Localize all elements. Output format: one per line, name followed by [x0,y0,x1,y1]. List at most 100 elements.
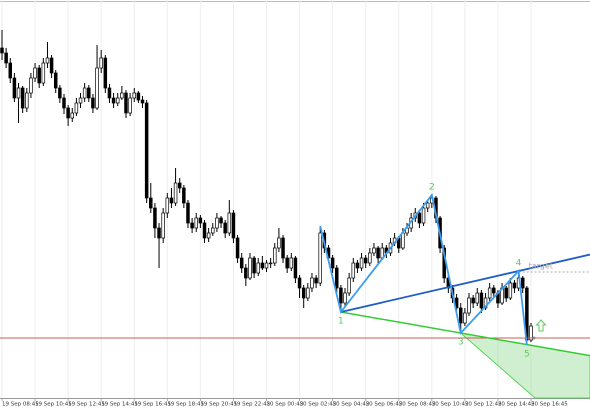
candle-body [479,292,484,309]
candle-body [256,262,260,274]
buy-arrow [535,319,547,332]
candle-body [66,107,70,119]
candle-body [53,72,58,89]
candle-body [20,87,25,109]
candle-body [45,57,50,64]
candle-body [335,267,339,289]
candle-body [417,212,422,224]
candle-body [273,247,277,264]
candle-body [182,187,186,204]
candle-body [520,277,525,289]
candle-body [351,262,356,279]
candle-body [463,312,467,324]
candle-body [297,277,302,289]
candle-body [347,277,351,294]
candle-body [8,62,13,79]
wave-point-label: 5 [524,350,530,360]
x-tick-label: 19 Sep 08:45 [2,402,39,408]
candle-body [363,257,368,264]
candle-body [268,262,273,265]
candle-body [33,67,37,79]
candle-body [194,217,198,229]
x-tick-label: 19 Sep 14:45 [101,402,138,408]
candle-body [289,257,294,269]
candle-body [277,237,281,249]
candle-body [111,97,116,104]
x-tick-label: 19 Sep 16:45 [134,402,171,408]
candle-body [87,87,91,99]
wave-point-label: 2 [429,183,435,193]
candle-body [215,217,219,229]
candle-body [301,287,306,299]
candle-body [140,99,145,104]
candle-body [157,227,161,239]
candle-body [343,292,347,304]
candle-body [314,277,318,284]
candle-body [103,57,108,89]
level-marker [532,336,536,340]
candle-body [211,227,215,234]
x-tick-label: 20 Sep 06:45 [366,402,403,408]
candle-body [231,212,236,239]
x-tick-label: 20 Sep 12:45 [465,402,502,408]
candle-body [425,202,430,209]
candle-body [78,97,83,104]
wave-point-label: 1 [338,317,344,327]
candle-body [16,87,21,99]
candle-body [41,62,46,84]
candle-body [173,182,178,204]
candle-body [169,197,174,204]
candle-body [107,87,112,99]
wave-point-label: 4 [516,259,522,269]
candle-body [487,287,492,299]
candle-body [293,257,298,279]
candle-body [198,217,203,224]
candle-body [0,47,4,54]
candle-body [115,97,120,104]
candle-body [74,102,79,114]
candle-body [355,262,360,269]
candle-body [58,87,62,99]
x-tick-label: 19 Sep 22:45 [233,402,270,408]
x-tick-label: 20 Sep 04:45 [333,402,370,408]
candle-body [483,297,488,309]
candle-body [512,282,517,289]
x-tick-label: 19 Sep 18:45 [167,402,204,408]
candle-body [471,297,475,304]
candle-body [401,232,405,249]
candle-body [49,57,54,74]
candle-body [264,262,269,269]
wave-overlay: target 1 2 3 4 5 [0,183,590,360]
candle-body [124,92,128,114]
x-tick-label: 19 Sep 20:45 [200,402,237,408]
candle-body [244,267,248,279]
x-tick-label: 19 Sep 12:45 [68,402,105,408]
candle-body [260,262,265,269]
candle-body [91,97,95,109]
candle-body [368,252,372,264]
candle-body [177,182,182,189]
candle-body [99,57,103,69]
x-tick-label: 20 Sep 08:45 [399,402,436,408]
candle-body [467,297,471,314]
x-tick-label: 20 Sep 00:45 [267,402,304,408]
x-tick-label: 19 Sep 10:45 [35,402,72,408]
candle-body [508,282,513,299]
x-tick-label: 20 Sep 14:45 [498,402,535,408]
candle-body [190,222,194,229]
wave-point-label: 3 [458,338,464,348]
candle-body [25,92,29,109]
candle-body [223,222,227,234]
x-tick-label: 20 Sep 02:45 [300,402,337,408]
candle-body [359,257,364,269]
candle-body [62,97,66,109]
candle-body [330,257,335,269]
candle-body [95,67,99,109]
target-label: target [529,262,553,271]
candle-body [248,257,252,279]
candle-body [252,257,256,274]
candle-body [202,222,207,239]
